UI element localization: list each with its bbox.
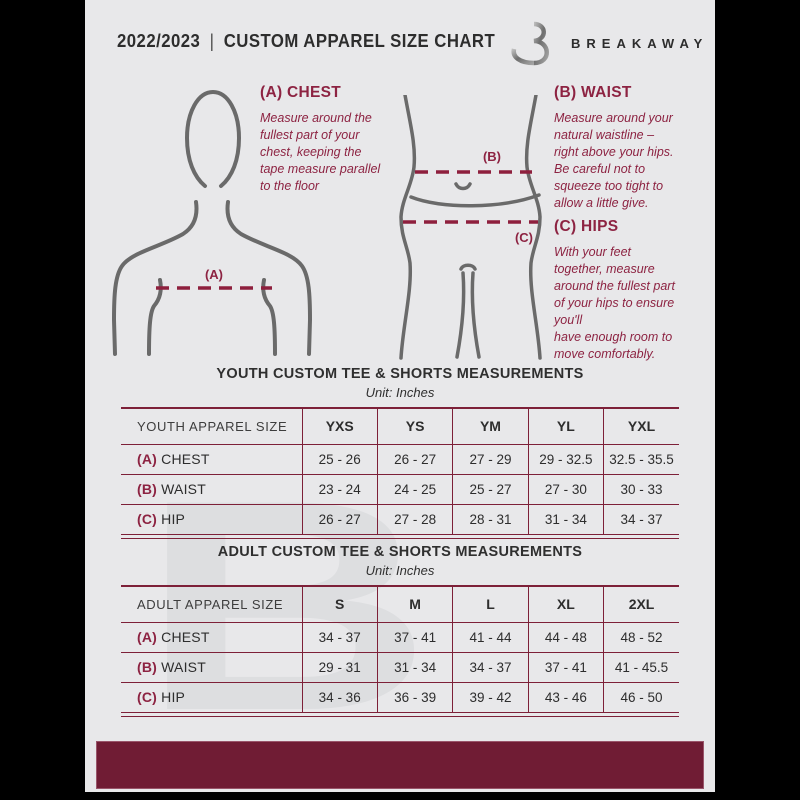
measurement-cell: 31 - 34 [376, 652, 453, 683]
row-name: HIP [161, 689, 186, 705]
measurement-cell: 39 - 42 [452, 682, 529, 713]
youth-measurements-section: YOUTH CUSTOM TEE & SHORTS MEASUREMENTS U… [85, 366, 715, 539]
row-key: (A) [137, 451, 158, 467]
measurement-cell: 23 - 24 [301, 474, 378, 505]
measurement-cell: 27 - 29 [452, 444, 529, 475]
waist-description: Measure around your natural waistline – … [554, 111, 674, 210]
measurement-cell: 46 - 50 [603, 682, 679, 713]
measurement-cell: 28 - 31 [452, 504, 529, 535]
row-name: HIP [161, 511, 186, 527]
measurement-cell: 41 - 45.5 [603, 652, 679, 683]
measurement-cell: 24 - 25 [376, 474, 453, 505]
size-chart-document: B 2022/2023 | CUSTOM APPAREL SIZE CHART [85, 0, 715, 792]
size-column-header: XL [527, 586, 604, 623]
table-header-row: YOUTH APPAREL SIZE YXS YS YM YL YXL [121, 408, 679, 445]
hips-heading: (C) HIPS [554, 218, 619, 235]
measurement-cell: 29 - 31 [301, 652, 378, 683]
waist-marker-label: (B) [483, 149, 501, 164]
measurement-cell: 29 - 32.5 [527, 444, 604, 475]
waist-guide-section: (B) WAIST Measure around your natural wa… [554, 84, 712, 212]
measurement-cell: 25 - 27 [452, 474, 529, 505]
title-divider: | [209, 31, 215, 51]
row-key: (B) [137, 659, 158, 675]
measurement-cell: 30 - 33 [603, 474, 679, 505]
youth-table-unit: Unit: Inches [365, 385, 435, 400]
adult-table-title: ADULT CUSTOM TEE & SHORTS MEASUREMENTS [217, 544, 583, 560]
measurement-cell: 27 - 28 [376, 504, 453, 535]
measurement-cell: 25 - 26 [301, 444, 378, 475]
measurement-cell: 36 - 39 [376, 682, 453, 713]
row-name: CHEST [161, 629, 210, 645]
hips-description: With your feet together, measure around … [554, 245, 675, 361]
row-key: (C) [137, 511, 158, 527]
hip-marker-label: (C) [515, 230, 533, 245]
measurement-cell: 37 - 41 [527, 652, 604, 683]
measurement-cell: 31 - 34 [527, 504, 604, 535]
table-row: (A) CHEST 34 - 37 37 - 41 41 - 44 44 - 4… [121, 622, 679, 653]
measurement-cell: 34 - 36 [301, 682, 378, 713]
row-key: (B) [137, 481, 158, 497]
page-title: 2022/2023 | CUSTOM APPAREL SIZE CHART [117, 31, 495, 52]
measurement-cell: 44 - 48 [527, 622, 604, 653]
table-bottom-rule [121, 537, 679, 539]
size-column-header: YL [527, 408, 604, 445]
measurement-cell: 43 - 46 [527, 682, 604, 713]
table-row: (B) WAIST 29 - 31 31 - 34 34 - 37 37 - 4… [121, 652, 679, 683]
measurement-cell: 41 - 44 [452, 622, 529, 653]
row-key: (C) [137, 689, 158, 705]
table-header-row: ADULT APPAREL SIZE S M L XL 2XL [121, 586, 679, 623]
measurement-cell: 32.5 - 35.5 [603, 444, 679, 475]
adult-table-unit: Unit: Inches [365, 563, 435, 578]
table-row: (C) HIP 26 - 27 27 - 28 28 - 31 31 - 34 … [121, 504, 679, 535]
adult-measurements-section: ADULT CUSTOM TEE & SHORTS MEASUREMENTS U… [85, 544, 715, 717]
measurement-cell: 27 - 30 [527, 474, 604, 505]
breakaway-b-logo-icon [503, 18, 557, 73]
table-row: (A) CHEST 25 - 26 26 - 27 27 - 29 29 - 3… [121, 444, 679, 475]
row-name: WAIST [161, 659, 206, 675]
size-column-header: YXS [301, 408, 378, 445]
size-column-header: YM [452, 408, 529, 445]
chest-guide-section: (A) CHEST Measure around the fullest par… [260, 84, 405, 195]
footer-bar [96, 741, 704, 789]
title-text: CUSTOM APPAREL SIZE CHART [223, 31, 496, 51]
row-name: WAIST [161, 481, 206, 497]
youth-table-title: YOUTH CUSTOM TEE & SHORTS MEASUREMENTS [216, 366, 584, 382]
lower-body-figure: (B) (C) [393, 93, 548, 365]
measurement-cell: 34 - 37 [603, 504, 679, 535]
adult-size-table: ADULT APPAREL SIZE S M L XL 2XL (A) CHES… [121, 585, 679, 713]
chest-marker-label: (A) [205, 267, 223, 282]
adult-size-header-cell: ADULT APPAREL SIZE [121, 586, 302, 623]
measurement-cell: 34 - 37 [301, 622, 378, 653]
size-column-header: YS [376, 408, 453, 445]
measurement-cell: 26 - 27 [376, 444, 453, 475]
season-label: 2022/2023 [117, 31, 201, 51]
size-column-header: S [301, 586, 378, 623]
size-column-header: M [376, 586, 453, 623]
youth-size-header-cell: YOUTH APPAREL SIZE [121, 408, 302, 445]
measurement-cell: 34 - 37 [452, 652, 529, 683]
size-column-header: L [452, 586, 529, 623]
brand-name: BREAKAWAY [571, 36, 709, 51]
table-row: (C) HIP 34 - 36 36 - 39 39 - 42 43 - 46 … [121, 682, 679, 713]
waist-heading: (B) WAIST [554, 84, 632, 101]
chest-description: Measure around the fullest part of your … [260, 111, 381, 193]
hips-guide-section: (C) HIPS With your feet together, measur… [554, 218, 712, 363]
row-name: CHEST [161, 451, 210, 467]
measurement-cell: 48 - 52 [603, 622, 679, 653]
youth-size-table: YOUTH APPAREL SIZE YXS YS YM YL YXL (A) … [121, 407, 679, 535]
table-bottom-rule [121, 715, 679, 717]
chest-heading: (A) CHEST [260, 84, 342, 101]
measurement-cell: 37 - 41 [376, 622, 453, 653]
size-column-header: YXL [603, 408, 679, 445]
upper-body-figure: (A) [108, 80, 316, 363]
table-row: (B) WAIST 23 - 24 24 - 25 25 - 27 27 - 3… [121, 474, 679, 505]
row-key: (A) [137, 629, 158, 645]
measurement-cell: 26 - 27 [301, 504, 378, 535]
size-column-header: 2XL [603, 586, 679, 623]
